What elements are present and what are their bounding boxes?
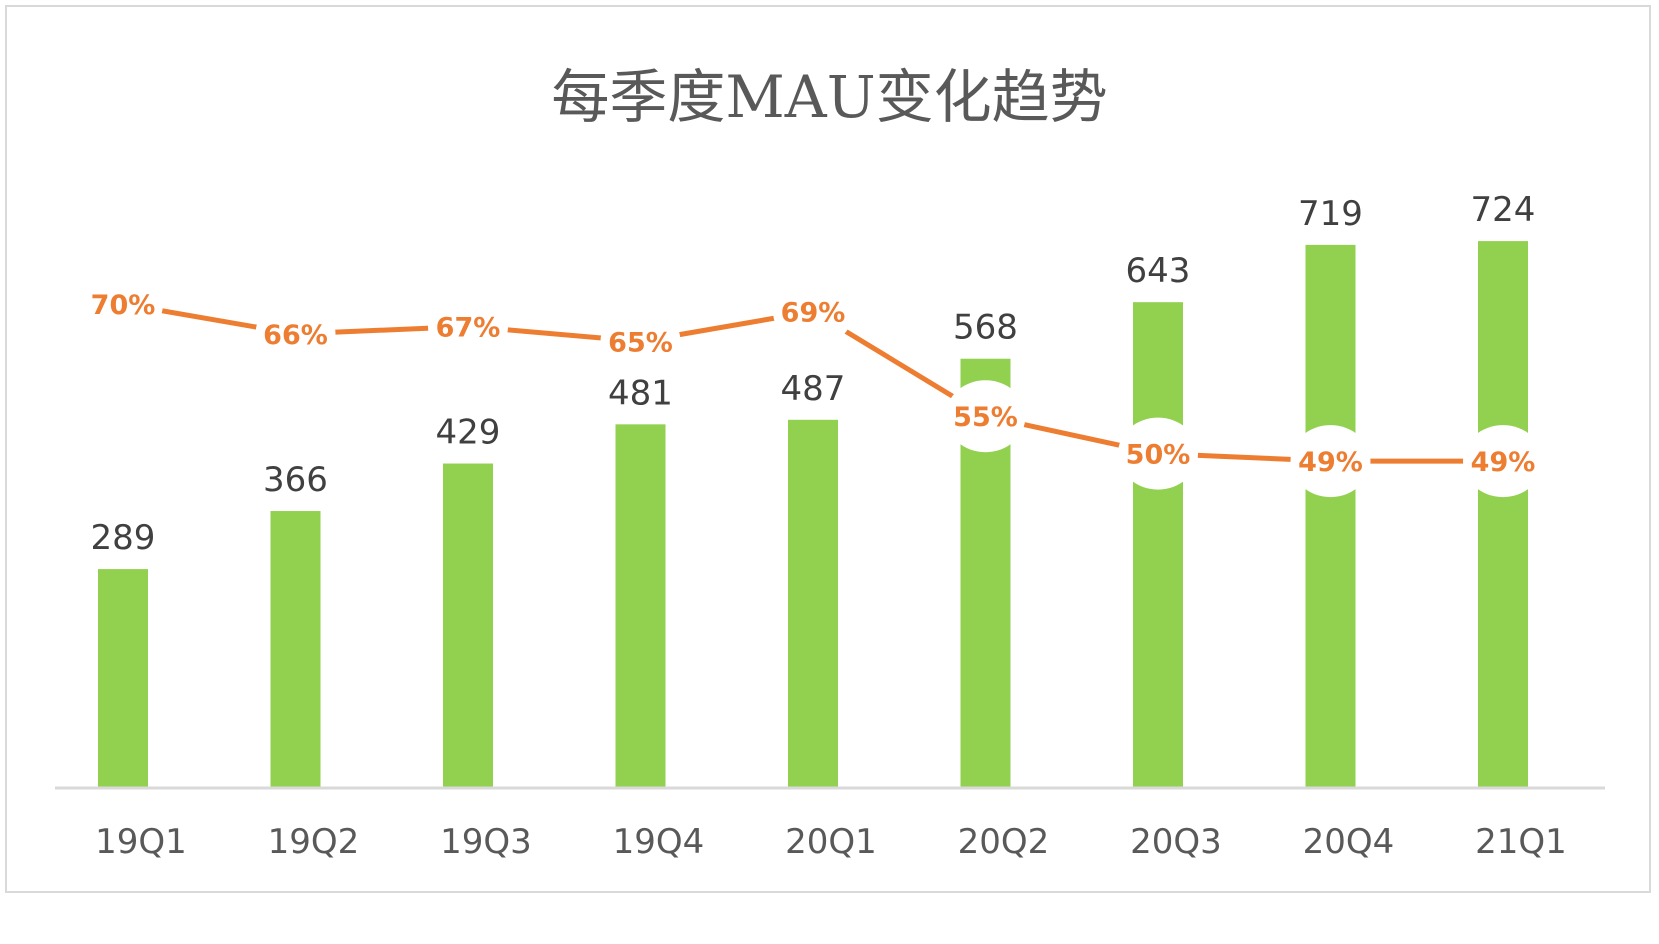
bar-21Q1 <box>1478 241 1528 787</box>
line-value-label: 49% <box>1471 447 1536 478</box>
line-label-background <box>773 275 853 348</box>
bar-value-label: 289 <box>91 518 156 558</box>
bar-value-label: 481 <box>608 373 673 413</box>
x-tick-label: 20Q4 <box>1303 822 1395 862</box>
bar-20Q4 <box>1305 244 1356 787</box>
x-tick-label: 21Q1 <box>1475 822 1567 862</box>
bar-value-label: 429 <box>436 413 501 453</box>
bar-19Q1 <box>98 569 148 787</box>
line-value-label: 70% <box>91 290 156 321</box>
bar-value-label: 724 <box>1471 190 1536 230</box>
bar-19Q2 <box>270 511 321 787</box>
line-value-label: 69% <box>781 297 846 328</box>
bar-value-label: 568 <box>953 308 1018 348</box>
x-tick-label: 19Q1 <box>95 822 187 862</box>
line-label-background <box>255 297 336 370</box>
line-value-label: 67% <box>436 312 501 343</box>
line-value-label: 65% <box>608 327 673 358</box>
bar-19Q3 <box>443 463 493 787</box>
chart-title: 每季度MAU变化趋势 <box>551 63 1108 131</box>
bar-19Q4 <box>615 424 666 787</box>
bar-20Q1 <box>788 419 838 787</box>
x-tick-label: 20Q2 <box>958 822 1050 862</box>
line-label-background <box>600 305 681 378</box>
x-tick-label: 19Q2 <box>268 822 360 862</box>
line-label-background <box>1290 425 1371 498</box>
line-label-background <box>428 290 508 363</box>
x-tick-label: 19Q3 <box>440 822 532 862</box>
x-tick-label: 20Q3 <box>1130 822 1222 862</box>
x-tick-label: 20Q1 <box>785 822 877 862</box>
line-label-background <box>1118 417 1198 490</box>
line-label-background <box>945 380 1026 453</box>
x-tick-label: 19Q4 <box>613 822 705 862</box>
line-value-label: 50% <box>1126 440 1191 471</box>
line-label-background <box>83 268 163 340</box>
line-value-label: 49% <box>1298 447 1363 478</box>
bar-value-label: 366 <box>263 460 328 500</box>
bar-20Q3 <box>1133 302 1183 787</box>
line-value-label: 66% <box>263 320 328 351</box>
chart-frame <box>5 5 1651 893</box>
line-value-label: 55% <box>953 402 1018 433</box>
bar-value-label: 487 <box>781 369 846 409</box>
bar-value-label: 719 <box>1298 194 1363 234</box>
bar-value-label: 643 <box>1126 251 1191 291</box>
line-label-background <box>1463 425 1543 498</box>
